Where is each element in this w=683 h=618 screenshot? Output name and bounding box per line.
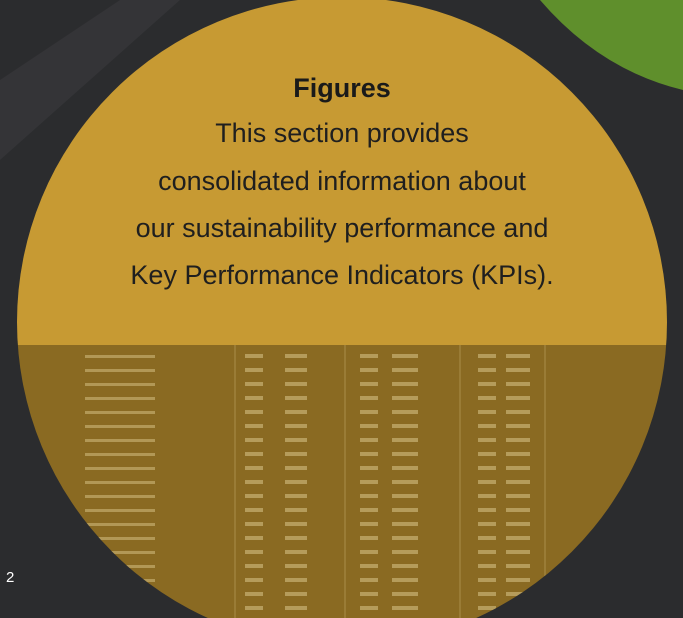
body-line: consolidated information about xyxy=(158,166,526,196)
body-line: This section provides xyxy=(215,118,469,148)
table-photo xyxy=(75,345,545,618)
heading: Figures xyxy=(293,73,391,103)
background-texture xyxy=(0,0,180,160)
page-number: 2 xyxy=(6,569,14,586)
corner-photo xyxy=(540,0,683,90)
body-line: Key Performance Indicators (KPIs). xyxy=(130,260,553,290)
body-line: our sustainability performance and xyxy=(136,213,549,243)
